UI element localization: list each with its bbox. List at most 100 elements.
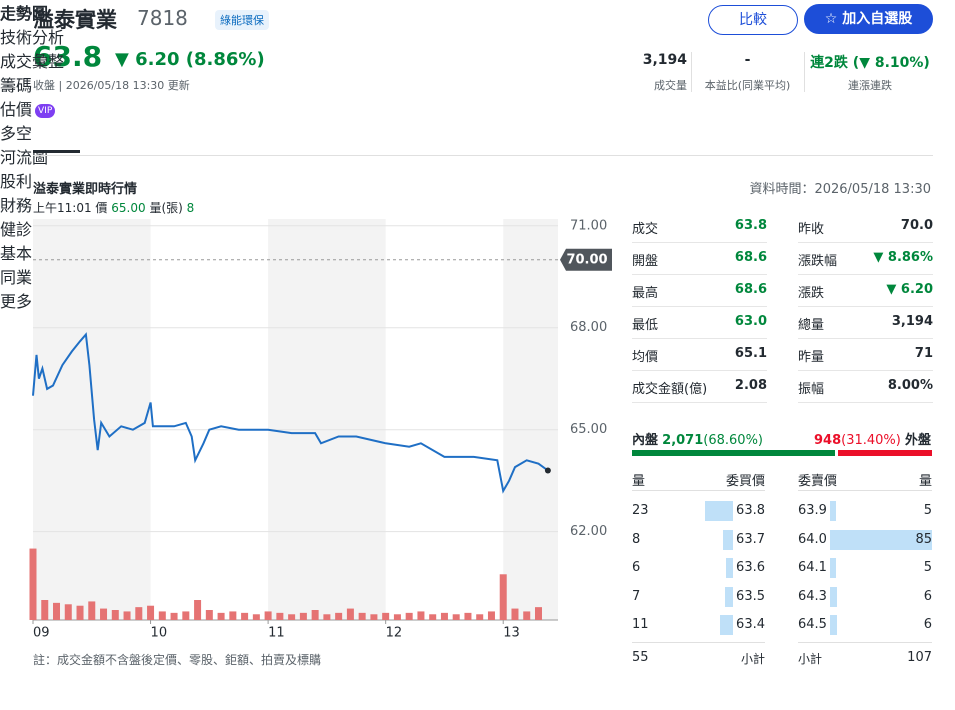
volume-bar xyxy=(241,612,249,620)
quote-row: 成交 63.8 xyxy=(632,211,767,243)
quote-value: 3,194 xyxy=(891,314,933,329)
hover-volume-label: 量(張) xyxy=(149,201,183,215)
volume-bar xyxy=(405,612,413,620)
bid-price: 63.7 xyxy=(736,531,765,547)
volume-bar xyxy=(194,600,202,620)
quote-value: 65.1 xyxy=(734,346,767,361)
ask-price: 63.9 xyxy=(798,503,827,518)
hover-volume: 8 xyxy=(186,201,195,215)
book-header: 量 xyxy=(632,474,646,489)
tab-label: 估價 xyxy=(0,100,33,119)
quote-row: 最低 63.0 xyxy=(632,307,767,339)
volume-bar xyxy=(346,608,354,620)
tab-label: 技術分析 xyxy=(0,28,65,47)
panel-title: 溢泰實業即時行情 xyxy=(33,182,138,197)
book-header: 量 xyxy=(918,474,932,489)
bid-price: 63.6 xyxy=(736,560,765,575)
tab-badge: VIP xyxy=(35,104,56,118)
tab-label: 多空 xyxy=(0,124,33,143)
volume-bar xyxy=(417,611,425,620)
quote-row: 開盤 68.6 xyxy=(632,243,767,275)
bid-volume: 6 xyxy=(632,560,641,575)
tab[interactable]: 成交彙整 xyxy=(0,48,955,72)
bid-bar xyxy=(719,615,733,635)
volume-bar xyxy=(464,612,472,620)
watchlist-label: 加入自選股 xyxy=(842,11,913,27)
inner-pct: (68.60%) xyxy=(703,433,763,448)
quote-label: 漲跌 xyxy=(798,286,825,301)
tab[interactable]: 走勢圖 xyxy=(0,0,955,24)
tab[interactable]: 估價 VIP xyxy=(0,96,955,120)
volume-bar xyxy=(147,605,155,620)
tab-label: 財務 xyxy=(0,196,33,215)
bid-bar xyxy=(725,558,733,578)
bid-price: 63.4 xyxy=(736,617,765,632)
outer-value: 948 xyxy=(813,433,842,448)
ask-bar xyxy=(830,615,838,635)
outer-pct: (31.40%) xyxy=(841,433,901,448)
tab[interactable]: 多空 xyxy=(0,120,955,144)
watchlist-button[interactable]: ☆ 加入自選股 xyxy=(804,4,933,34)
industry-tag[interactable]: 綠能環保 xyxy=(215,10,269,30)
tab[interactable]: 技術分析 xyxy=(0,24,955,48)
stat-label: 本益比(同業平均) xyxy=(704,79,791,92)
outer-bar xyxy=(838,450,932,456)
compare-button[interactable]: 比較 xyxy=(708,5,798,35)
volume-bar xyxy=(88,601,96,620)
ask-price: 64.3 xyxy=(798,588,827,604)
y-tick-label: 65.00 xyxy=(570,422,607,437)
ask-volume: 5 xyxy=(923,560,932,575)
volume-bar xyxy=(252,614,260,620)
volume-bar xyxy=(264,611,272,620)
quote-row: 最高 68.6 xyxy=(632,275,767,307)
outer-label: 外盤 xyxy=(904,433,931,448)
x-tick-label: 11 xyxy=(268,626,285,641)
outer-block: 948(31.40%) 外盤 xyxy=(814,429,931,448)
stock-code: 7818 xyxy=(137,6,188,30)
tab[interactable]: 健診 xyxy=(0,216,955,240)
volume-bar xyxy=(429,614,437,620)
tab[interactable]: 股利 xyxy=(0,168,955,192)
stat-divider xyxy=(804,52,805,92)
volume-bar xyxy=(288,614,296,620)
quote-row: 總量 3,194 xyxy=(798,307,933,339)
book-divider xyxy=(798,490,932,491)
quote-label: 開盤 xyxy=(632,254,659,269)
ask-bar xyxy=(830,501,836,521)
quote-label: 最低 xyxy=(632,318,659,333)
volume-bar xyxy=(534,607,542,620)
quote-row: 均價 65.1 xyxy=(632,339,767,371)
active-tab-underline xyxy=(33,150,80,153)
x-tick-label: 12 xyxy=(386,626,403,641)
data-time: 資料時間：2026/05/18 13:30 xyxy=(749,182,931,197)
quote-row: 漲跌幅 ▼ 8.86% xyxy=(798,243,933,275)
bid-total-label: 小計 xyxy=(740,652,765,666)
volume-bar xyxy=(182,611,190,620)
volume-bar xyxy=(123,611,131,620)
tab[interactable]: 基本 xyxy=(0,240,955,264)
quote-label: 均價 xyxy=(632,350,659,365)
x-tick-label: 13 xyxy=(503,626,520,641)
tab-divider xyxy=(33,155,933,156)
book-divider xyxy=(632,490,765,491)
volume-bar xyxy=(41,600,49,620)
hover-price: 65.00 xyxy=(111,201,146,215)
quote-value: 71 xyxy=(914,346,933,361)
tab-label: 籌碼 xyxy=(0,76,33,95)
quote-label: 振幅 xyxy=(798,382,825,397)
price-change: ▼ 6.20 (8.86%) xyxy=(115,49,265,70)
book-header: 委賣價 xyxy=(798,474,838,489)
stat-value: 3,194 xyxy=(642,52,687,68)
volume-bar xyxy=(335,612,343,620)
volume-bar xyxy=(229,611,237,620)
session-band xyxy=(503,219,558,620)
volume-bar xyxy=(393,614,401,620)
tab[interactable]: 籌碼 xyxy=(0,72,955,96)
quote-row: 昨量 71 xyxy=(798,339,933,371)
tab[interactable]: 財務 xyxy=(0,192,955,216)
tab-label: 股利 xyxy=(0,172,33,191)
tab-label: 基本 xyxy=(0,244,33,263)
volume-bar xyxy=(29,548,37,620)
volume-bar xyxy=(382,612,390,620)
hover-time: 上午11:01 xyxy=(33,201,92,215)
